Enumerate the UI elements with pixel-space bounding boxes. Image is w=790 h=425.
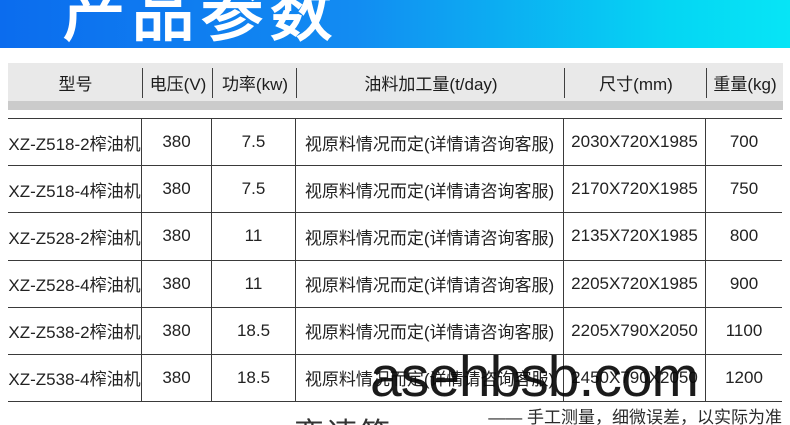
voltage-cell: 380	[142, 307, 212, 354]
voltage-cell: 380	[142, 354, 212, 401]
voltage-cell: 380	[142, 166, 212, 213]
header-power: 功率(kw)	[213, 63, 297, 101]
power-cell: 7.5	[212, 119, 296, 166]
weight-cell: 900	[729, 273, 759, 293]
clipped-bottom-text: 变速箱	[294, 409, 393, 425]
capacity-cell: 视原料情况而定(详情请咨询客服)	[296, 213, 564, 260]
header-capacity: 油料加工量(t/day)	[297, 63, 565, 101]
size-cell: 2450X790X2050	[564, 354, 706, 401]
weight-cell: 750	[729, 179, 759, 199]
header-shadow-strip	[8, 101, 783, 110]
size-cell: 2135X720X1985	[564, 213, 706, 260]
weight-cell: 1200	[725, 367, 763, 387]
power-cell: 11	[212, 260, 296, 307]
section-title: 产品参数	[63, 0, 340, 48]
section-banner: 产品参数	[0, 0, 790, 48]
watermark-text: asehbsb.com	[370, 345, 699, 409]
header-weight: 重量(kg)	[713, 74, 777, 94]
table-row: XZ-Z518-4榨油机 380 7.5 视原料情况而定(详情请咨询客服) 21…	[8, 166, 782, 214]
size-cell: 2170X720X1985	[564, 166, 706, 213]
header-model: 型号	[8, 63, 143, 101]
table-row: XZ-Z538-4榨油机 380 18.5 视原料情况而定(详情请咨询客服) 2…	[8, 354, 782, 402]
power-cell: 11	[212, 213, 296, 260]
voltage-cell: 380	[142, 260, 212, 307]
size-cell: 2205X720X1985	[564, 260, 706, 307]
capacity-cell: 视原料情况而定(详情请咨询客服)	[296, 119, 564, 166]
capacity-cell: 视原料情况而定(详情请咨询客服)	[296, 260, 564, 307]
power-cell: 18.5	[212, 354, 296, 401]
header-voltage: 电压(V)	[143, 63, 213, 101]
weight-cell: 800	[729, 226, 759, 246]
spec-table: XZ-Z518-2榨油机 380 7.5 视原料情况而定(详情请咨询客服) 20…	[8, 118, 782, 402]
header-size: 尺寸(mm)	[565, 63, 707, 101]
size-cell: 2030X720X1985	[564, 119, 706, 166]
power-cell: 7.5	[212, 166, 296, 213]
size-cell: 2205X790X2050	[564, 307, 706, 354]
capacity-cell: 视原料情况而定(详情请咨询客服)	[296, 166, 564, 213]
voltage-cell: 380	[142, 213, 212, 260]
table-row: XZ-Z528-4榨油机 380 11 视原料情况而定(详情请咨询客服) 220…	[8, 260, 782, 308]
table-row: XZ-Z538-2榨油机 380 18.5 视原料情况而定(详情请咨询客服) 2…	[8, 307, 782, 355]
capacity-cell: 视原料情况而定(详情请咨询客服)	[296, 354, 564, 401]
model-cell: XZ-Z538-4榨油机	[8, 354, 142, 401]
weight-cell: 1100	[725, 320, 763, 340]
model-cell: XZ-Z528-2榨油机	[8, 213, 142, 260]
weight-cell: 700	[729, 132, 759, 152]
measurement-note: —— 手工测量，细微误差，以实际为准	[488, 408, 782, 425]
model-cell: XZ-Z528-4榨油机	[8, 260, 142, 307]
capacity-cell: 视原料情况而定(详情请咨询客服)	[296, 307, 564, 354]
table-row: XZ-Z528-2榨油机 380 11 视原料情况而定(详情请咨询客服) 213…	[8, 213, 782, 261]
model-cell: XZ-Z518-4榨油机	[8, 166, 142, 213]
table-row: XZ-Z518-2榨油机 380 7.5 视原料情况而定(详情请咨询客服) 20…	[8, 119, 782, 167]
model-cell: XZ-Z538-2榨油机	[8, 307, 142, 354]
table-header-row: 型号 电压(V) 功率(kw) 油料加工量(t/day) 尺寸(mm) 重量(k…	[8, 63, 783, 101]
model-cell: XZ-Z518-2榨油机	[8, 119, 142, 166]
power-cell: 18.5	[212, 307, 296, 354]
voltage-cell: 380	[142, 119, 212, 166]
